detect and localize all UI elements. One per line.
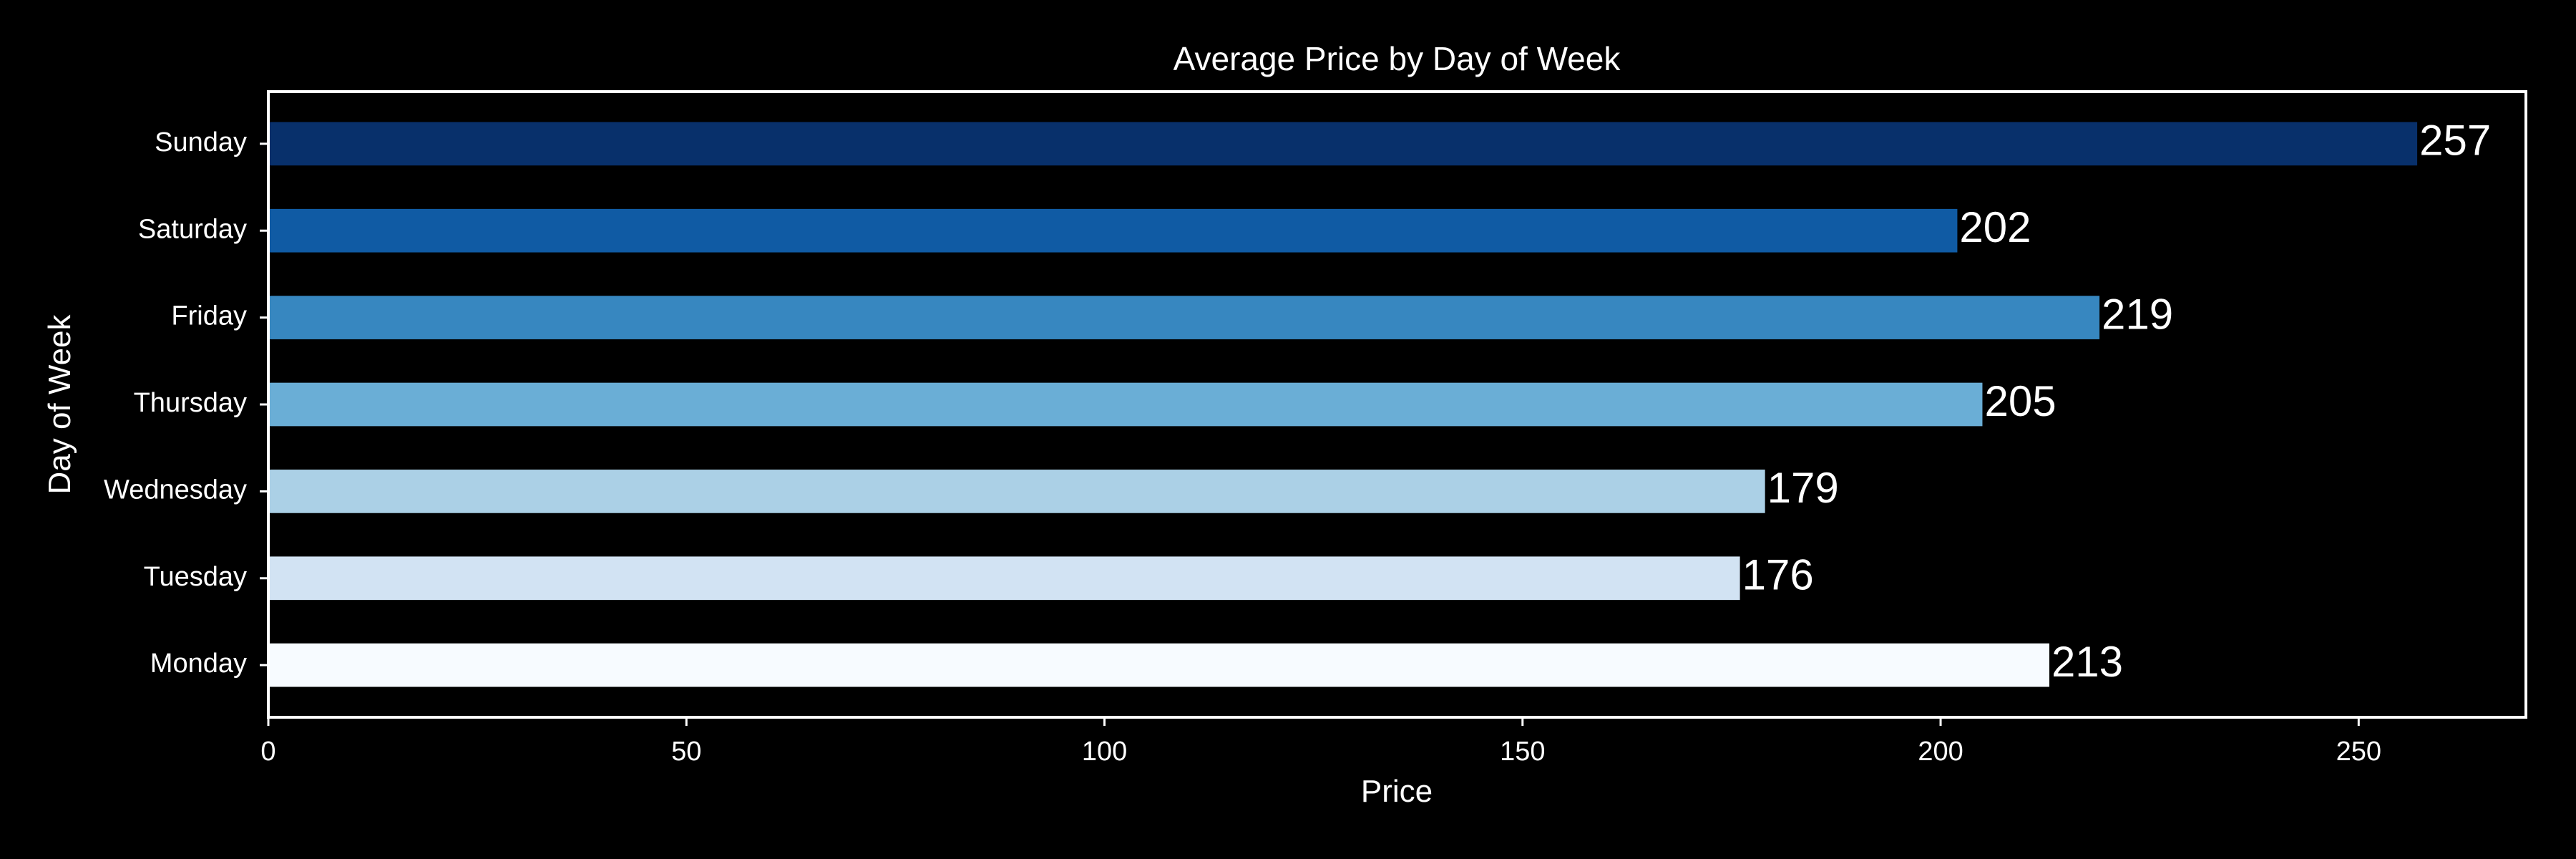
y-tick-label: Saturday [138,214,247,244]
data-label-monday: 213 [2051,638,2123,686]
bar-wednesday [268,470,1765,513]
y-tick-label: Wednesday [104,475,247,505]
data-label-saturday: 202 [1959,203,2031,251]
data-label-thursday: 205 [1984,377,2056,425]
bar-tuesday [268,556,1740,601]
y-tick-labels: Monday Tuesday Wednesday Thursday Friday Satu… [104,127,268,679]
bar-monday [268,643,2049,687]
x-tick-label: 50 [671,737,701,767]
data-label-tuesday: 176 [1742,551,1814,599]
data-label-friday: 219 [2102,290,2173,338]
x-tick-label: 200 [1918,737,1963,767]
y-tick-label: Thursday [134,388,247,418]
bar-saturday [268,208,1958,253]
data-labels: 213 176 179 205 219 202 257 [1742,117,2492,686]
x-tick-label: 250 [2336,737,2381,767]
bar-sunday [268,122,2418,166]
y-axis-label: Day of Week [42,314,77,494]
x-tick-label: 100 [1082,737,1127,767]
x-axis-label: Price [1361,774,1433,809]
chart-title: Average Price by Day of Week [1174,40,1621,77]
data-label-sunday: 257 [2419,117,2491,165]
plot-frame [267,90,2527,719]
bar-friday [268,296,2100,339]
y-tick-label: Monday [150,649,247,679]
y-tick-label: Friday [171,301,247,331]
data-label-wednesday: 179 [1767,464,1839,512]
x-tick-label: 0 [260,737,275,767]
bar-thursday [268,382,1983,427]
y-tick-label: Tuesday [144,562,247,592]
x-tick-label: 150 [1500,737,1545,767]
bars-group [268,122,2418,687]
y-tick-label: Sunday [155,127,247,157]
x-ticks: 0 50 100 150 200 250 [260,717,2381,767]
